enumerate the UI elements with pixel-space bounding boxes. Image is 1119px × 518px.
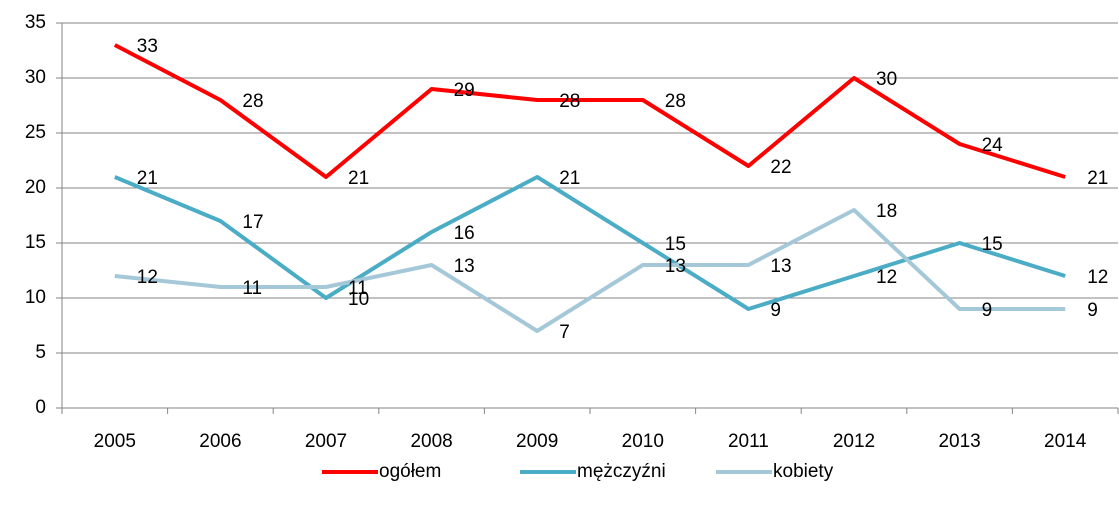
series-line xyxy=(114,208,1066,333)
x-tick-label: 2008 xyxy=(410,431,452,452)
x-tick-label: 2011 xyxy=(728,431,769,452)
data-label: 21 xyxy=(348,168,369,189)
data-label: 13 xyxy=(665,256,686,277)
x-tick-label: 2012 xyxy=(833,431,875,452)
data-label: 12 xyxy=(137,267,158,288)
data-label: 12 xyxy=(1087,267,1108,288)
data-label: 11 xyxy=(348,278,368,299)
data-label: 9 xyxy=(982,300,993,321)
series-line xyxy=(113,43,1066,179)
legend-label: ogółem xyxy=(379,461,441,482)
y-tick-label: 30 xyxy=(25,67,46,88)
y-tick-label: 0 xyxy=(35,397,46,418)
data-label: 28 xyxy=(559,91,580,112)
y-tick-label: 25 xyxy=(25,122,46,143)
x-tick-label: 2014 xyxy=(1044,431,1087,452)
data-label: 13 xyxy=(770,256,791,277)
x-tick-label: 2013 xyxy=(938,431,980,452)
x-tick-label: 2006 xyxy=(199,431,241,452)
data-label: 21 xyxy=(559,168,580,189)
data-label: 11 xyxy=(242,278,262,299)
y-tick-label: 10 xyxy=(25,287,46,308)
data-label: 13 xyxy=(454,256,475,277)
legend-label: mężczyźni xyxy=(577,461,666,482)
data-label: 30 xyxy=(876,69,897,90)
data-label: 12 xyxy=(876,267,897,288)
data-label: 28 xyxy=(665,91,686,112)
data-label: 16 xyxy=(454,223,475,244)
y-tick-label: 35 xyxy=(25,12,46,33)
data-label: 9 xyxy=(1087,300,1098,321)
x-tick-label: 2005 xyxy=(94,431,136,452)
y-tick-label: 15 xyxy=(25,232,46,253)
data-label: 22 xyxy=(770,157,791,178)
data-label: 33 xyxy=(137,36,158,57)
data-label: 21 xyxy=(137,168,158,189)
data-label: 9 xyxy=(770,300,781,321)
data-label: 10 xyxy=(348,289,369,310)
x-tick-label: 2009 xyxy=(516,431,558,452)
y-tick-label: 5 xyxy=(35,342,46,363)
x-tick-label: 2007 xyxy=(305,431,347,452)
data-label: 21 xyxy=(1087,168,1108,189)
data-label: 24 xyxy=(982,135,1004,156)
data-label: 17 xyxy=(242,212,263,233)
data-label: 7 xyxy=(559,322,570,343)
data-label: 18 xyxy=(876,201,897,222)
data-label: 28 xyxy=(242,91,263,112)
y-tick-label: 20 xyxy=(25,177,46,198)
legend-label: kobiety xyxy=(773,461,834,482)
data-label: 15 xyxy=(982,234,1003,255)
data-label: 29 xyxy=(454,80,475,101)
x-tick-label: 2010 xyxy=(622,431,664,452)
data-label: 15 xyxy=(665,234,686,255)
